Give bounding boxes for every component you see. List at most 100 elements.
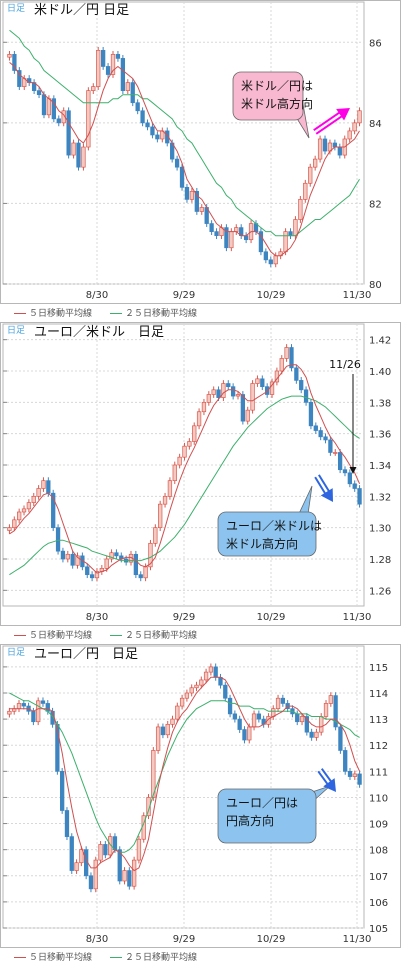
candle-body [347,472,352,485]
candle-body [96,49,101,87]
candle-body [135,102,140,112]
candle-body [46,480,51,494]
candle-body [352,773,357,777]
candle-body [122,870,127,882]
candle-body [216,389,221,398]
y-tick-label: 107 [369,872,388,883]
y-tick-label: 111 [369,767,388,778]
callout-box [217,788,317,844]
y-tick-label: 1.38 [369,398,391,409]
candle-body [21,508,27,513]
candle-body [110,54,116,75]
y-tick-label: 80 [369,280,382,291]
candle-body [117,849,122,882]
candle-body [155,134,160,140]
candle-body [242,729,247,741]
ma25-line [9,395,360,576]
candle-body [293,219,298,237]
candle-body [189,687,194,694]
candle-body [333,452,338,454]
y-tick-label: 1.30 [369,524,391,535]
candle-body [103,844,108,856]
ma25-legend-entry: ２５日移動平均線 [110,950,197,963]
candle-body [151,750,156,798]
ma25-line [9,29,360,237]
candle-body [21,703,26,707]
candle-body [65,553,70,560]
eurusd-panel: 1.26 1.28 1.30 1.32 1.34 1.36 1.38 1.40 1.42 8/30… [0,322,401,642]
eurjpy-legend: ５日移動平均線 ２５日移動平均線 [0,948,401,964]
candle-body [94,571,100,579]
candle-body [201,401,207,413]
candle-body [243,235,249,241]
candle-body [322,138,328,152]
candle-body [93,859,98,890]
y-tick-label: 110 [369,793,388,804]
candle-body [298,199,303,220]
candle-body [179,166,185,188]
candle-body [127,870,132,887]
chart-title: ユーロ／米ドル 日足 [34,325,164,340]
candle-body [289,347,294,369]
callout-box [232,71,304,121]
candle-body [209,223,214,232]
ma5-legend-label: ５日移動平均線 [29,953,93,963]
candle-body [347,770,353,777]
candle-body [323,436,328,441]
candle-body [318,430,323,438]
candle-body [160,726,166,736]
candle-body [199,679,204,686]
candle-body [352,122,357,132]
candle-body [51,98,56,120]
candle-body [224,227,229,249]
y-tick-label: 1.36 [369,430,391,441]
ma5-legend-label: ５日移動平均線 [29,631,93,641]
y-tick-label: 1.42 [369,336,391,347]
candle-body [288,231,293,237]
candle-body [7,54,12,58]
x-tick-label: 8/30 [86,934,108,945]
candle-body [66,110,71,156]
candle-body [279,358,284,372]
ma25-legend-label: ２５日移動平均線 [125,953,198,963]
arrow-shaft [315,113,346,135]
trend-arrow [317,768,336,792]
candle-body [140,110,145,124]
usdjpy-legend: ５日移動平均線 ２５日移動平均線 [0,304,401,320]
x-tick-label: 10/29 [257,612,286,623]
candle-body [120,58,126,91]
candle-body [303,182,308,200]
candle-body [227,697,233,715]
candle-body [357,488,362,505]
candle-body [280,697,285,704]
candle-body [51,492,56,529]
candle-body [313,158,318,168]
candle-body [17,70,22,87]
candle-body [213,666,218,678]
candle-body [187,441,192,447]
candle-body [31,710,36,723]
candle-body [221,383,226,398]
candle-body [60,770,65,811]
arrow-head [336,108,350,121]
candle-body [7,527,12,531]
candle-body [138,574,143,579]
candle-body [295,713,300,723]
y-tick-label: 1.34 [369,461,391,472]
candle-body [275,697,281,710]
x-tick-label: 9/29 [173,612,195,623]
candle-body [100,49,106,67]
callout-box [217,511,317,557]
candle-body [86,90,91,148]
candle-body [136,838,142,861]
y-tick-label: 106 [369,898,388,909]
candle-body [167,480,173,497]
candle-body [17,511,22,521]
candle-body [177,456,182,466]
candle-body [229,231,234,249]
y-tick-label: 86 [369,38,382,49]
candle-body [323,703,329,717]
period-label: 日足 [7,3,25,14]
ma25-legend-swatch [110,957,122,958]
